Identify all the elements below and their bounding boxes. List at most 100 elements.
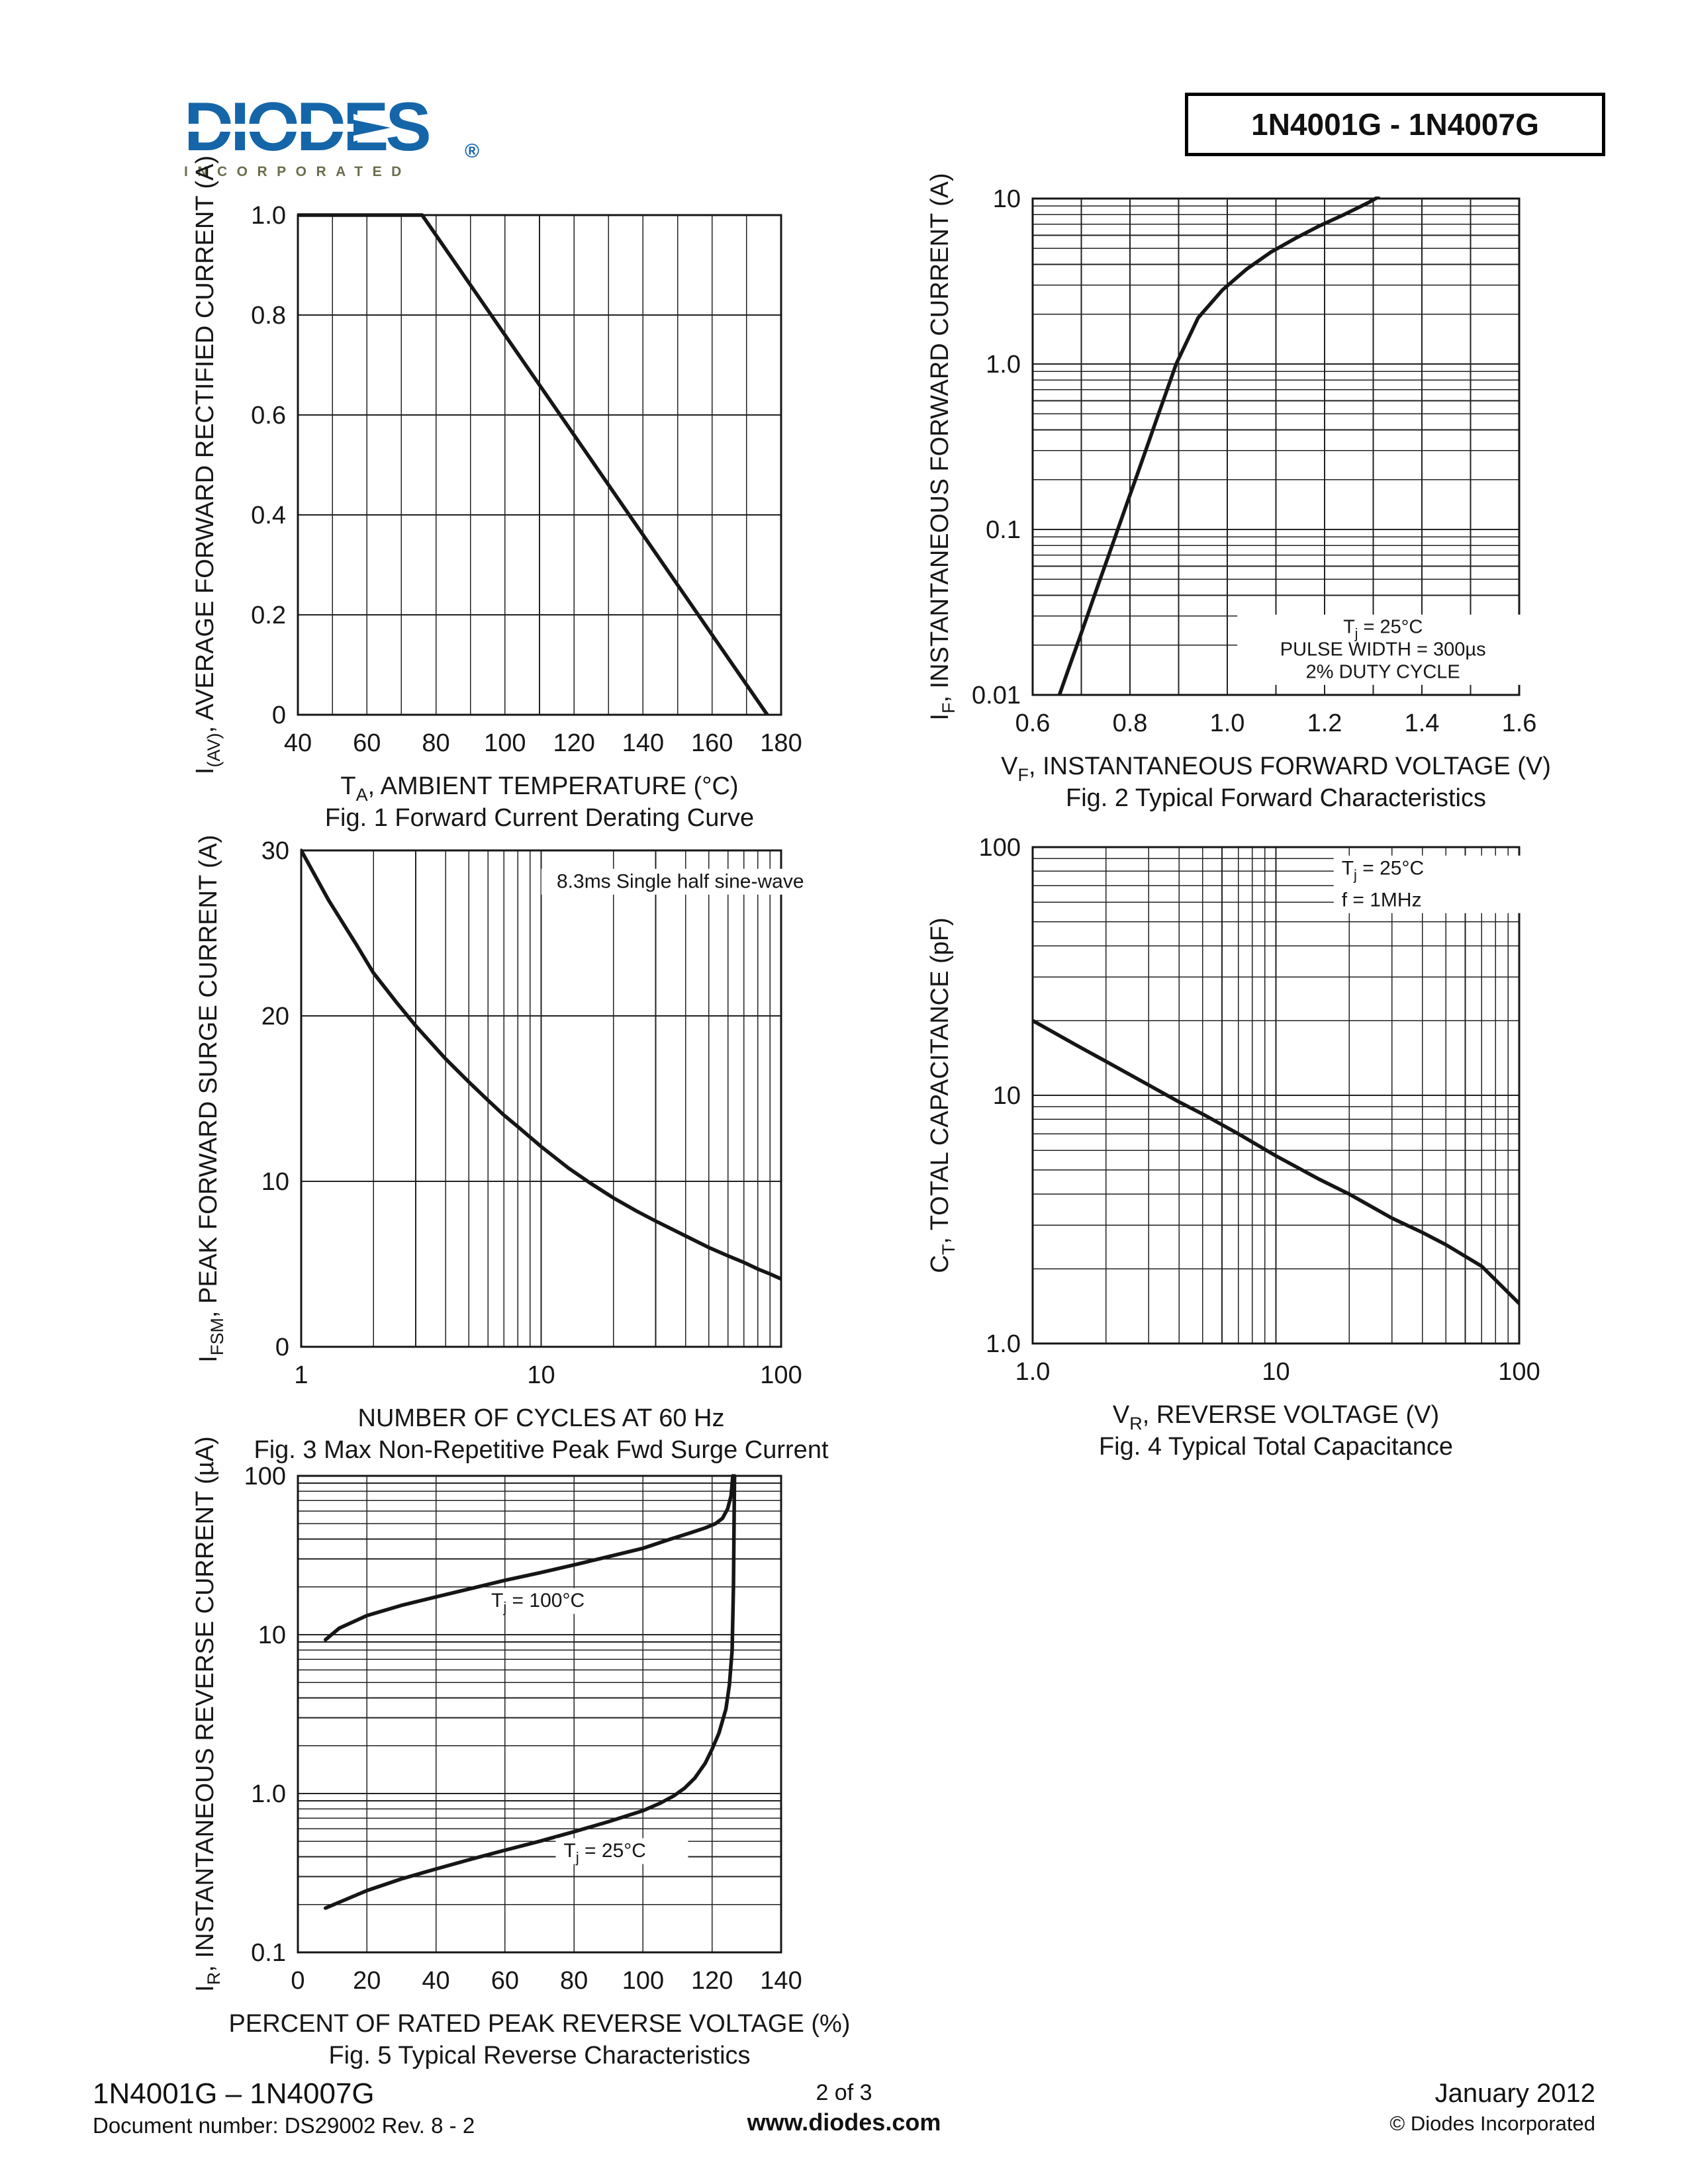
fig2-plot-frame bbox=[1031, 197, 1521, 696]
fig2-annotation-0-line-0: Tj = 25°C bbox=[1343, 616, 1423, 641]
fig2-caption: Fig. 2 Typical Forward Characteristics bbox=[1066, 784, 1486, 812]
fig4-plot-svg: Tj = 25°C f = 1MHz 1.0 10 100 100 10 1.0 VR, REV… bbox=[926, 834, 1540, 1461]
fig3-curve-peak-forward-surge-current bbox=[301, 848, 782, 1281]
fig2-annotation-0-line-2: 2% DUTY CYCLE bbox=[1306, 662, 1460, 683]
fig1-y-tick-label: 0.4 bbox=[251, 502, 286, 529]
fig4-y-axis-title: CT, TOTAL CAPACITANCE (pF) bbox=[926, 917, 959, 1273]
fig5-x-tick-label: 0 bbox=[291, 1967, 305, 1995]
fig5-x-axis-title: PERCENT OF RATED PEAK REVERSE VOLTAGE (%… bbox=[229, 2010, 851, 2038]
part-number-box: 1N4001G - 1N4007G bbox=[1185, 93, 1605, 156]
fig5-x-tick-label: 140 bbox=[760, 1967, 802, 1995]
footer-document-number: Document number: DS29002 Rev. 8 - 2 bbox=[93, 2113, 475, 2138]
fig1-x-tick-label: 40 bbox=[284, 729, 312, 757]
fig3-peak-forward-surge-current-chart: 8.3ms Single half sine-wave 1 10 100 0 10 20 30… bbox=[189, 835, 829, 1473]
footer-part-range: 1N4001G – 1N4007G bbox=[93, 2077, 375, 2110]
fig3-x-tick-label: 1 bbox=[294, 1361, 308, 1389]
fig2-y-tick-label: 10 bbox=[993, 185, 1021, 213]
fig1-y-tick-label: 0 bbox=[272, 702, 286, 729]
fig3-annotation-box bbox=[541, 868, 820, 895]
fig3-y-tick-label: 10 bbox=[261, 1168, 289, 1196]
fig5-annotation-box bbox=[483, 1588, 626, 1614]
fig1-plot-frame bbox=[297, 214, 782, 716]
fig3-y-tick-label: 20 bbox=[261, 1003, 289, 1030]
fig5-x-tick-label: 80 bbox=[560, 1967, 588, 1995]
fig5-y-tick-label: 10 bbox=[258, 1621, 286, 1649]
registered-trademark-icon: ® bbox=[465, 140, 480, 162]
fig2-x-tick-label: 0.8 bbox=[1113, 709, 1148, 737]
fig2-x-tick-label: 1.2 bbox=[1307, 709, 1342, 737]
fig1-x-tick-label: 60 bbox=[353, 729, 381, 757]
fig1-y-tick-label: 0.2 bbox=[251, 602, 286, 629]
fig2-y-tick-label: 0.01 bbox=[972, 682, 1021, 709]
footer-right: January 2012 © Diodes Incorporated bbox=[1389, 2077, 1595, 2138]
fig5-plot-svg: Tj = 100°C Tj = 25°C 0 20 40 60 80 100 120 140 10 0… bbox=[191, 1436, 850, 2070]
fig5-x-tick-label: 120 bbox=[691, 1967, 733, 1995]
fig2-curve-typical-forward-characteristic bbox=[1057, 197, 1380, 696]
fig2-typical-forward-characteristics-chart: Tj = 25°C PULSE WIDTH = 300µs 2% DUTY CYCL… bbox=[920, 173, 1551, 821]
fig4-x-tick-label: 1.0 bbox=[1015, 1358, 1051, 1386]
fig1-x-tick-label: 180 bbox=[760, 729, 802, 757]
fig4-x-tick-label: 10 bbox=[1262, 1358, 1289, 1386]
fig3-plot-frame bbox=[300, 849, 782, 1348]
fig5-x-tick-label: 20 bbox=[353, 1967, 381, 1995]
fig1-x-tick-label: 140 bbox=[622, 729, 664, 757]
fig3-annotation-0-line-0: 8.3ms Single half sine-wave bbox=[557, 870, 804, 892]
fig2-y-tick-label: 1.0 bbox=[986, 351, 1021, 379]
fig1-gridlines bbox=[298, 215, 781, 715]
fig4-annotation-box bbox=[1333, 855, 1532, 913]
fig4-x-tick-label: 100 bbox=[1498, 1358, 1540, 1386]
fig5-x-tick-label: 40 bbox=[422, 1967, 449, 1995]
fig1-caption: Fig. 1 Forward Current Derating Curve bbox=[325, 804, 754, 832]
fig4-x-axis-title: VR, REVERSE VOLTAGE (V) bbox=[1113, 1401, 1439, 1433]
fig1-plot-svg: 40 60 80 100 120 140 160 180 0 0.2 0.4 0.6 0.8 1.0 TA,… bbox=[191, 156, 802, 832]
fig3-x-axis-title: NUMBER OF CYCLES AT 60 Hz bbox=[358, 1404, 725, 1432]
fig5-typical-reverse-characteristics-chart: Tj = 100°C Tj = 25°C 0 20 40 60 80 100 120 140 10 0… bbox=[185, 1436, 850, 2078]
fig1-x-tick-label: 160 bbox=[691, 729, 733, 757]
fig5-y-axis-title: IR, INSTANTANEOUS REVERSE CURRENT (µA) bbox=[191, 1436, 224, 1992]
fig5-x-tick-label: 100 bbox=[622, 1967, 664, 1995]
footer-left: 1N4001G – 1N4007G Document number: DS290… bbox=[93, 2077, 475, 2140]
fig1-curve-forward-current-derating bbox=[297, 213, 769, 715]
fig1-x-axis-title: TA, AMBIENT TEMPERATURE (°C) bbox=[340, 772, 738, 805]
fig3-x-tick-label: 10 bbox=[527, 1361, 555, 1389]
part-number-range: 1N4001G - 1N4007G bbox=[1251, 107, 1539, 142]
fig1-y-tick-label: 1.0 bbox=[251, 202, 286, 230]
fig5-curve-reverse-current-tj-100c bbox=[323, 1474, 735, 1642]
fig1-x-tick-label: 120 bbox=[553, 729, 594, 757]
fig3-y-axis-title: IFSM, PEAK FORWARD SURGE CURRENT (A) bbox=[195, 835, 227, 1362]
fig4-annotation-0-line-0: Tj = 25°C bbox=[1342, 857, 1424, 883]
fig2-x-tick-label: 1.4 bbox=[1405, 709, 1440, 737]
diodes-logo: DIODES ® INCORPORATED bbox=[184, 93, 489, 185]
fig4-plot-frame bbox=[1031, 846, 1521, 1345]
fig1-x-tick-label: 80 bbox=[422, 729, 449, 757]
fig5-y-tick-label: 1.0 bbox=[251, 1780, 286, 1808]
fig5-annotation-1-line-0: Tj = 25°C bbox=[564, 1840, 646, 1866]
fig3-y-tick-label: 30 bbox=[261, 837, 289, 865]
footer-page-number: 2 of 3 bbox=[816, 2080, 872, 2105]
fig2-x-tick-label: 0.6 bbox=[1015, 709, 1051, 737]
fig2-annotation-box bbox=[1237, 614, 1529, 685]
fig3-y-tick-label: 0 bbox=[275, 1334, 289, 1361]
fig5-gridlines bbox=[298, 1476, 781, 1952]
footer-website-link[interactable]: www.diodes.com bbox=[747, 2109, 941, 2136]
fig1-y-tick-label: 0.6 bbox=[251, 402, 286, 430]
fig2-y-axis-title: IF, INSTANTANEOUS FORWARD CURRENT (A) bbox=[926, 173, 959, 720]
diodes-logo-arrow-icon bbox=[184, 114, 399, 142]
fig3-caption: Fig. 3 Max Non-Repetitive Peak Fwd Surge… bbox=[254, 1436, 828, 1464]
fig5-y-tick-label: 0.1 bbox=[251, 1939, 286, 1967]
fig4-curve-total-capacitance bbox=[1032, 1019, 1520, 1306]
fig5-plot-frame bbox=[297, 1475, 782, 1954]
fig1-y-tick-label: 0.8 bbox=[251, 302, 286, 330]
fig4-y-tick-label: 10 bbox=[993, 1082, 1021, 1110]
footer-date: January 2012 bbox=[1434, 2079, 1595, 2108]
footer-center: 2 of 3 www.diodes.com bbox=[0, 2078, 1688, 2138]
fig4-gridlines bbox=[1033, 847, 1519, 1343]
fig5-x-tick-label: 60 bbox=[491, 1967, 519, 1995]
fig2-annotation-0-line-1: PULSE WIDTH = 300µs bbox=[1280, 639, 1486, 660]
fig5-annotation-0-line-0: Tj = 100°C bbox=[491, 1590, 585, 1615]
fig4-y-tick-label: 1.0 bbox=[986, 1330, 1021, 1358]
fig3-x-tick-label: 100 bbox=[760, 1361, 802, 1389]
fig1-forward-current-derating-chart: 40 60 80 100 120 140 160 180 0 0.2 0.4 0.6 0.8 1.0 TA,… bbox=[185, 156, 802, 841]
